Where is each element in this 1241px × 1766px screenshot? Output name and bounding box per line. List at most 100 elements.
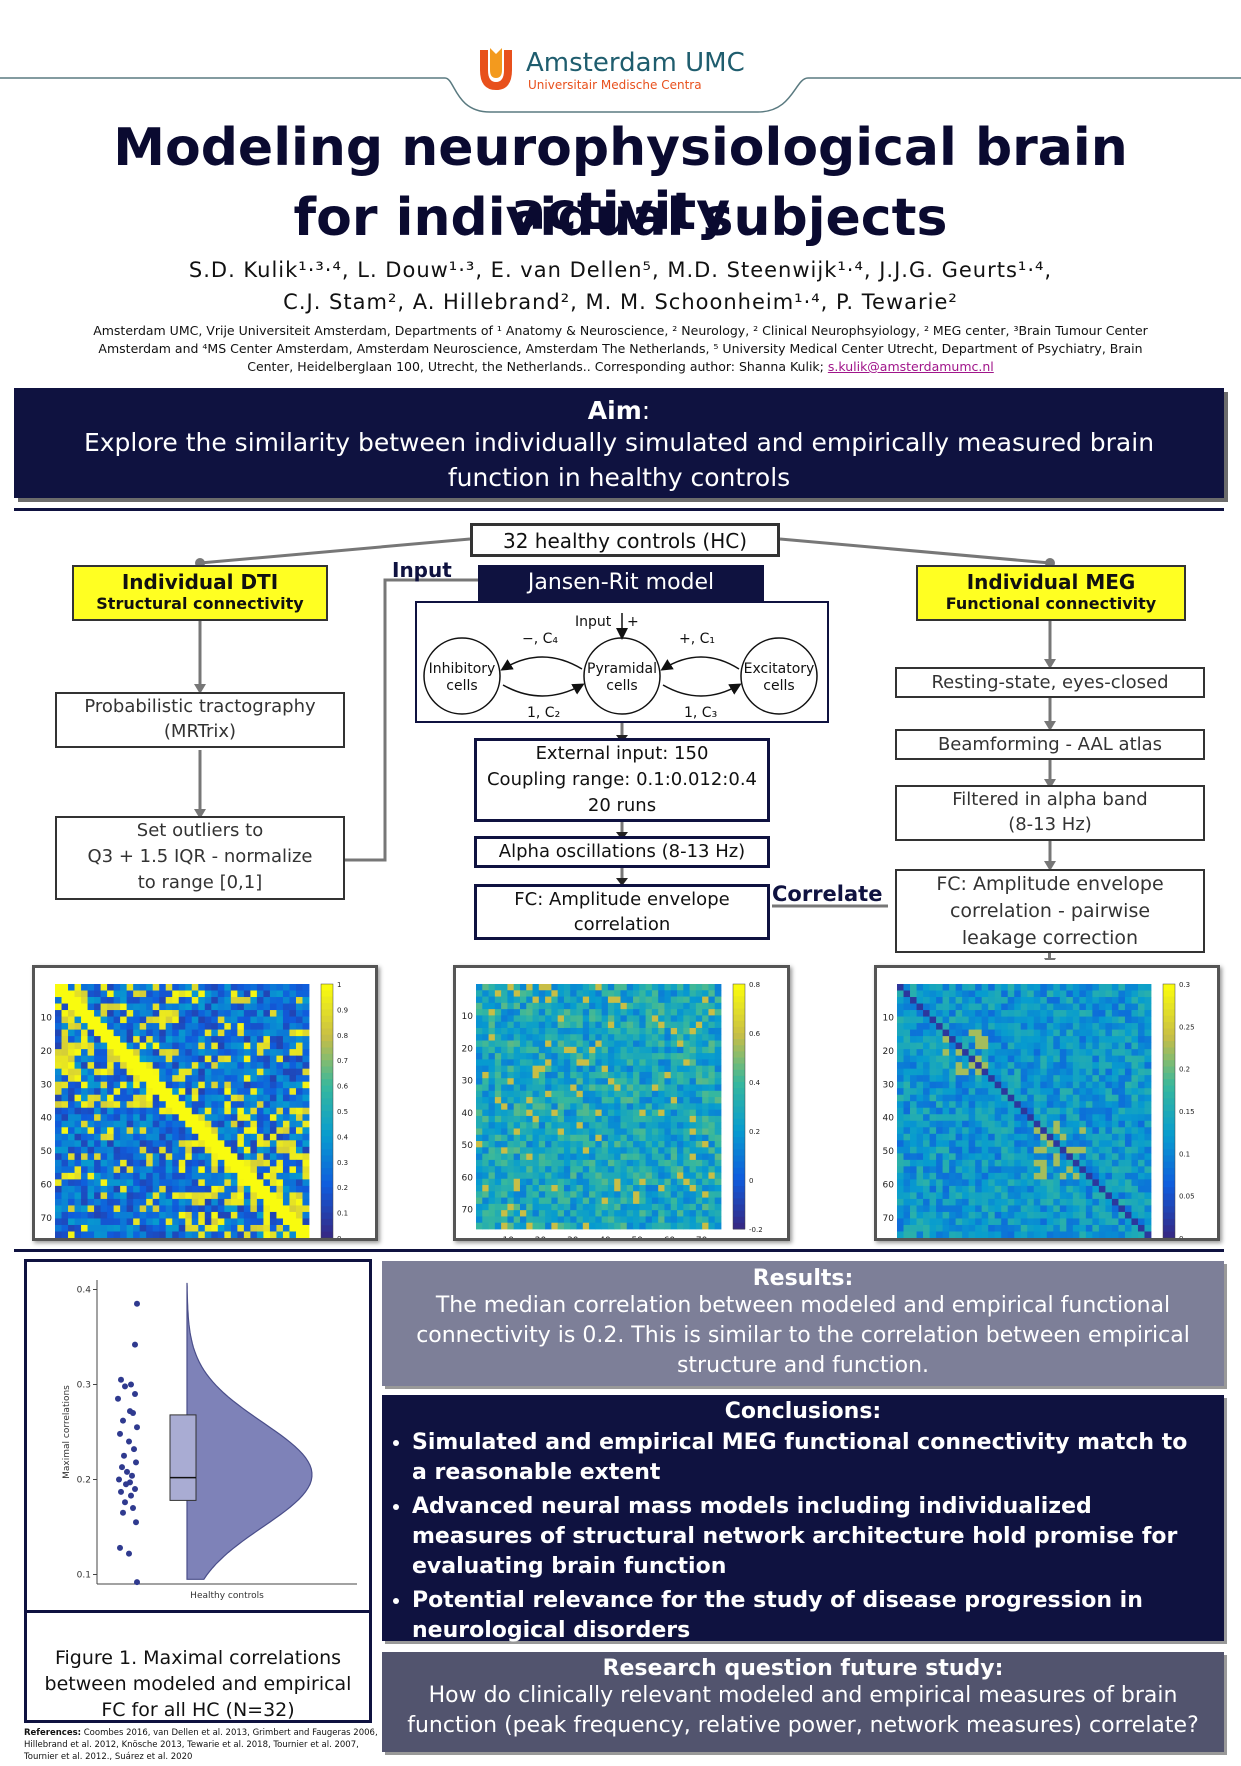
logo: Amsterdam UMC Universitair Medische Cent… [476, 44, 766, 98]
matrix-cell [1059, 1029, 1067, 1037]
matrix-cell [897, 1023, 904, 1030]
matrix-cell [607, 1002, 615, 1010]
matrix-cell [1118, 1062, 1126, 1070]
matrix-cell [633, 1021, 640, 1029]
matrix-cell [94, 997, 101, 1004]
colorbar-segment [321, 1060, 333, 1068]
matrix-cell [513, 1222, 521, 1230]
matrix-cell [165, 1192, 173, 1200]
matrix-cell [133, 1075, 141, 1083]
matrix-cell [1001, 1133, 1009, 1141]
matrix-cell [120, 1172, 128, 1180]
matrix-cell [482, 1046, 489, 1054]
matrix-cell [1027, 1010, 1035, 1017]
matrix-cell [1144, 1172, 1152, 1180]
matrix-cell [1118, 1224, 1126, 1232]
matrix-cell [204, 1133, 212, 1141]
matrix-cell [532, 1015, 540, 1023]
matrix-cell [476, 1053, 483, 1060]
matrix-cell [1040, 1224, 1048, 1232]
matrix-cell [165, 1055, 173, 1063]
matrix-cell [1020, 1153, 1028, 1161]
matrix-cell [923, 1198, 930, 1206]
matrix-cell [494, 1034, 502, 1041]
matrix-cell [501, 1021, 508, 1029]
matrix-cell [557, 1115, 565, 1123]
colorbar-segment [1163, 1130, 1175, 1137]
matrix-cell [532, 1078, 540, 1085]
colorbar-label: 0.2 [337, 1184, 348, 1192]
matrix-cell [178, 990, 186, 998]
matrix-cell [563, 996, 571, 1004]
matrix-cell [582, 1103, 590, 1111]
matrix-cell [651, 1210, 659, 1217]
matrix-cell [1066, 1166, 1074, 1174]
matrix-cell [204, 1192, 212, 1200]
matrix-cell [224, 1140, 232, 1148]
matrix-cell [607, 1122, 615, 1129]
matrix-cell [626, 1040, 634, 1048]
matrix-cell [100, 1153, 108, 1161]
matrix-cell [198, 1101, 206, 1109]
matrix-cell [1118, 1055, 1126, 1063]
matrix-cell [538, 1109, 546, 1117]
matrix-cell [295, 1192, 303, 1200]
matrix-cell [633, 1159, 640, 1167]
matrix-cell [113, 1140, 121, 1148]
matrix-cell [570, 1078, 577, 1085]
matrix-cell [276, 1016, 284, 1024]
matrix-cell [159, 1062, 167, 1070]
matrix-cell [269, 1166, 277, 1174]
matrix-cell [614, 1059, 621, 1067]
matrix-cell [903, 1003, 911, 1011]
matrix-cell [185, 1088, 193, 1096]
matrix-cell [494, 1115, 502, 1123]
matrix-cell [1046, 1205, 1054, 1213]
matrix-cell [563, 1210, 571, 1217]
matrix-cell [570, 1040, 577, 1048]
matrix-cell [1027, 1081, 1035, 1089]
matrix-cell [482, 1040, 489, 1048]
matrix-cell [1072, 1068, 1080, 1076]
email-link[interactable]: s.kulik@amsterdamumc.nl [827, 359, 994, 374]
matrix-cell [482, 1197, 489, 1205]
colorbar-segment [1163, 990, 1175, 998]
matrix-cell [1137, 1140, 1145, 1148]
matrix-cell [968, 1042, 976, 1050]
matrix-cell [683, 1122, 690, 1129]
matrix-cell [532, 1097, 540, 1104]
data-point [134, 1300, 140, 1307]
matrix-cell [1014, 1127, 1022, 1135]
matrix-cell [198, 1049, 206, 1057]
matrix-panel-fc-meg: 10102020303040405050606070700.30.250.20.… [874, 965, 1220, 1255]
matrix-cell [988, 1172, 996, 1180]
matrix-cell [217, 1088, 225, 1096]
jr-one-c3: 1, C₃ [684, 705, 717, 721]
matrix-cell [476, 1159, 483, 1167]
matrix-cell [68, 1107, 75, 1115]
colorbar-segment [1163, 1142, 1175, 1150]
matrix-cell [955, 1166, 963, 1174]
matrix-cell [501, 1084, 508, 1092]
matrix-cell [126, 1114, 134, 1122]
matrix-cell [658, 1078, 665, 1085]
matrix-cell [582, 1015, 590, 1023]
matrix-cell [1118, 1042, 1126, 1050]
matrix-cell [614, 1109, 621, 1117]
matrix-cell [1027, 1036, 1035, 1044]
matrix-cell [1033, 1068, 1041, 1076]
matrix-cell [100, 1224, 108, 1232]
matrix-cell [204, 1088, 212, 1096]
matrix-cell [126, 1224, 134, 1232]
matrix-cell [545, 1153, 552, 1161]
colorbar-segment [1163, 1187, 1175, 1195]
matrix-cell [256, 1166, 264, 1174]
matrix-cell [639, 1009, 647, 1016]
matrix-cell [513, 1109, 521, 1117]
matrix-cell [178, 1075, 186, 1083]
matrix-cell [702, 990, 709, 997]
matrix-cell [94, 1049, 101, 1057]
matrix-cell [152, 1198, 160, 1206]
matrix-cell [1105, 984, 1113, 991]
matrix-cell [263, 1055, 271, 1063]
